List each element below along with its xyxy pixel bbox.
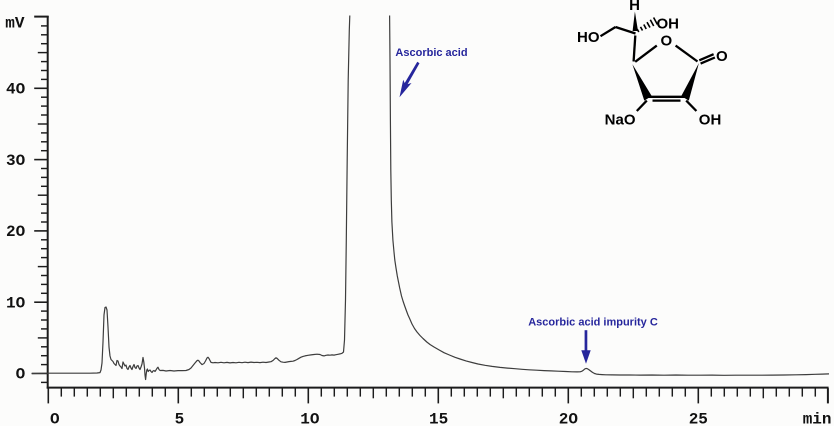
- svg-text:min: min: [803, 410, 832, 426]
- svg-text:Ascorbic acid: Ascorbic acid: [395, 47, 467, 59]
- svg-text:O: O: [50, 410, 60, 426]
- svg-text:H: H: [629, 0, 640, 14]
- svg-text:25: 25: [689, 410, 708, 426]
- svg-text:O: O: [16, 366, 26, 384]
- svg-text:4O: 4O: [6, 81, 26, 99]
- svg-text:3O: 3O: [6, 152, 26, 170]
- svg-text:1O: 1O: [6, 294, 26, 312]
- svg-text:5: 5: [175, 410, 185, 426]
- svg-text:2O: 2O: [6, 223, 26, 241]
- svg-text:HO: HO: [577, 29, 600, 46]
- svg-text:2O: 2O: [559, 410, 579, 426]
- svg-text:mV: mV: [5, 15, 25, 33]
- svg-text:OH: OH: [657, 16, 680, 33]
- svg-text:OH: OH: [699, 111, 722, 128]
- svg-text:Ascorbic acid impurity C: Ascorbic acid impurity C: [528, 316, 658, 328]
- svg-text:O: O: [716, 48, 728, 65]
- svg-text:15: 15: [429, 410, 448, 426]
- svg-text:O: O: [660, 33, 672, 50]
- svg-text:1O: 1O: [300, 410, 320, 426]
- svg-text:NaO: NaO: [605, 111, 636, 128]
